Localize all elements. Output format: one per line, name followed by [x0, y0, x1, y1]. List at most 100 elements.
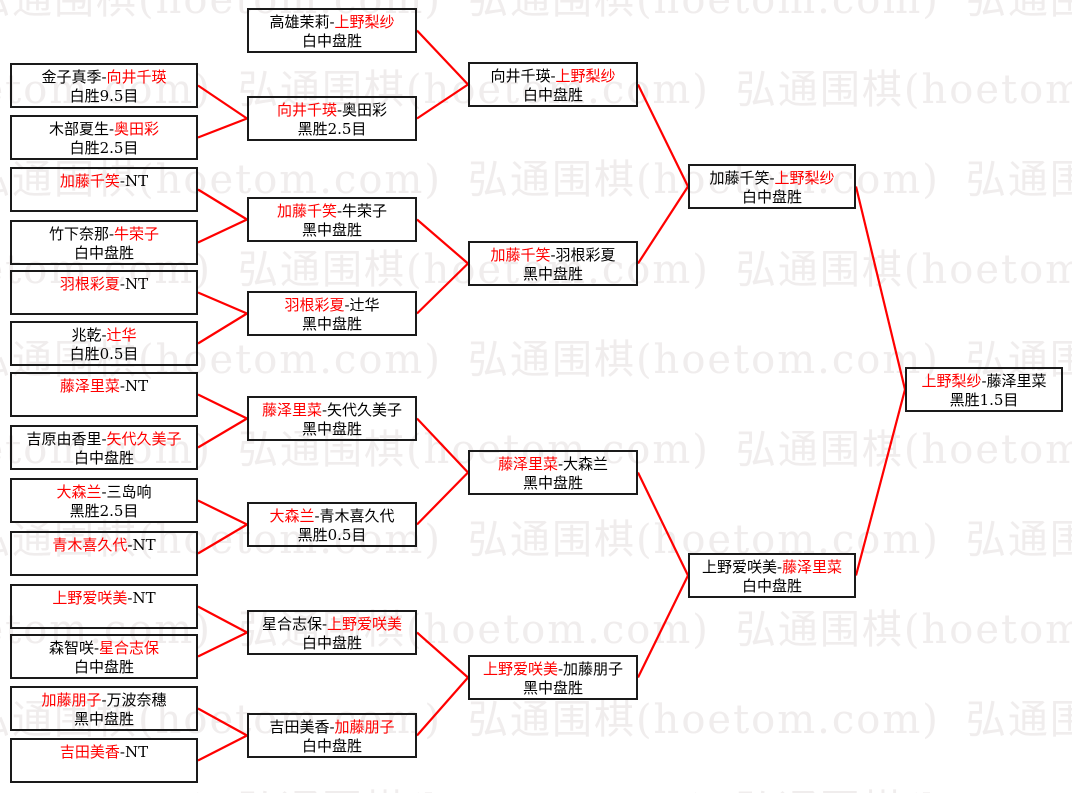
player-right: 上野爱咲美 — [327, 615, 403, 633]
player-left: 上野爱咲美 — [701, 558, 777, 576]
match-players: 木部夏生-奥田彩 — [49, 120, 159, 139]
match-box[interactable]: 吉原由香里-矢代久美子 白中盘胜 — [10, 425, 198, 470]
player-separator: - — [127, 589, 133, 607]
match-result: 白胜0.5目 — [69, 345, 139, 363]
match-players: 加藤千笑-上野梨纱 — [709, 169, 834, 188]
player-left: 木部夏生 — [48, 120, 109, 138]
player-separator: - — [344, 296, 350, 314]
match-box[interactable]: 上野爱咲美-藤泽里菜 白中盘胜 — [688, 553, 856, 598]
match-box[interactable]: 加藤千笑-NT — [10, 167, 198, 212]
match-box[interactable]: 上野爱咲美-NT — [10, 584, 198, 629]
match-players: 上野梨纱-藤泽里菜 — [921, 372, 1046, 391]
match-box[interactable]: 藤泽里菜-大森兰 黑中盘胜 — [468, 450, 638, 495]
player-separator: - — [314, 507, 320, 525]
match-box[interactable]: 加藤朋子-万波奈穗 黑中盘胜 — [10, 686, 198, 731]
match-box[interactable]: 木部夏生-奥田彩 白胜2.5目 — [10, 115, 198, 160]
match-players: 高雄茉莉-上野梨纱 — [269, 13, 394, 32]
player-left: 加藤朋子 — [41, 691, 102, 709]
player-separator: - — [119, 743, 125, 761]
player-right: 奥田彩 — [114, 120, 160, 138]
match-box[interactable]: 高雄茉莉-上野梨纱 白中盘胜 — [247, 8, 417, 53]
player-left: 藤泽里菜 — [261, 401, 322, 419]
match-box[interactable]: 加藤千笑-牛荣子 黑中盘胜 — [247, 197, 417, 242]
player-right: NT — [124, 172, 149, 190]
player-left: 星合志保 — [261, 615, 322, 633]
match-result: 黑中盘胜 — [522, 265, 583, 283]
match-result: 白中盘胜 — [301, 32, 362, 50]
player-separator: - — [101, 430, 107, 448]
match-box[interactable]: 兆乾-辻华 白胜0.5目 — [10, 321, 198, 366]
player-left: 羽根彩夏 — [284, 296, 345, 314]
match-box[interactable]: 加藤千笑-上野梨纱 白中盘胜 — [688, 164, 856, 209]
player-right: 辻华 — [106, 326, 137, 344]
player-right: NT — [132, 589, 156, 607]
player-right: NT — [124, 275, 149, 293]
player-left: 大森兰 — [56, 483, 102, 501]
player-left: 加藤千笑 — [709, 169, 770, 187]
match-box[interactable]: 羽根彩夏-辻华 黑中盘胜 — [247, 291, 417, 336]
player-left: 吉田美香 — [59, 743, 120, 761]
match-box[interactable]: 向井千瑛-上野梨纱 白中盘胜 — [468, 62, 638, 107]
match-box[interactable]: 加藤千笑-羽根彩夏 黑中盘胜 — [468, 241, 638, 286]
player-right: 加藤朋子 — [334, 718, 395, 736]
player-right: 加藤朋子 — [563, 660, 624, 678]
match-box[interactable]: 藤泽里菜-NT — [10, 372, 198, 417]
match-box[interactable]: 青木喜久代-NT — [10, 531, 198, 576]
player-separator: - — [557, 455, 564, 473]
player-right: 上野梨纱 — [334, 13, 395, 31]
player-left: 藤泽里菜 — [497, 455, 558, 473]
match-box[interactable]: 吉田美香-NT — [10, 738, 198, 783]
match-players: 加藤千笑-羽根彩夏 — [490, 246, 615, 265]
player-separator: - — [101, 326, 107, 344]
player-right: 矢代久美子 — [106, 430, 182, 448]
player-right: 万波奈穗 — [106, 691, 167, 709]
match-box[interactable]: 羽根彩夏-NT — [10, 270, 198, 315]
player-left: 森智咲 — [48, 639, 94, 657]
match-players: 加藤千笑-牛荣子 — [277, 202, 387, 221]
match-box[interactable]: 藤泽里菜-矢代久美子 黑中盘胜 — [247, 396, 417, 441]
match-players: 羽根彩夏-辻华 — [284, 296, 379, 315]
match-players: 森智咲-星合志保 — [49, 639, 159, 658]
player-left: 加藤千笑 — [490, 246, 551, 264]
match-result: 白胜2.5目 — [69, 139, 139, 157]
player-left: 兆乾 — [71, 326, 102, 344]
player-left: 向井千瑛 — [490, 67, 551, 85]
player-right: 三岛响 — [106, 483, 152, 501]
player-left: 加藤千笑 — [276, 202, 337, 220]
match-box[interactable]: 上野爱咲美-加藤朋子 黑中盘胜 — [468, 655, 638, 700]
player-left: 向井千瑛 — [276, 101, 337, 119]
player-right: 大森兰 — [563, 455, 609, 473]
player-separator: - — [93, 639, 100, 657]
player-separator: - — [329, 718, 335, 736]
match-box[interactable]: 吉田美香-加藤朋子 白中盘胜 — [247, 713, 417, 758]
player-separator: - — [321, 615, 328, 633]
player-right: 牛荣子 — [114, 225, 160, 243]
player-right: NT — [124, 377, 149, 395]
player-separator: - — [127, 536, 133, 554]
player-right: NT — [132, 536, 156, 554]
player-left: 竹下奈那 — [48, 225, 109, 243]
match-box[interactable]: 大森兰-三岛响 黑胜2.5目 — [10, 478, 198, 523]
match-box[interactable]: 星合志保-上野爱咲美 白中盘胜 — [247, 610, 417, 655]
player-left: 高雄茉莉 — [269, 13, 330, 31]
player-separator: - — [769, 169, 775, 187]
match-result: 黑中盘胜 — [301, 315, 362, 333]
player-right: 向井千瑛 — [106, 68, 167, 86]
player-left: 上野爱咲美 — [482, 660, 558, 678]
match-players: 金子真季-向井千瑛 — [41, 68, 166, 87]
match-players: 向井千瑛-上野梨纱 — [490, 67, 615, 86]
player-separator: - — [557, 660, 564, 678]
match-result: 白胜9.5目 — [69, 87, 139, 105]
match-box[interactable]: 森智咲-星合志保 白中盘胜 — [10, 634, 198, 679]
match-box[interactable]: 金子真季-向井千瑛 白胜9.5目 — [10, 63, 198, 108]
match-box[interactable]: 大森兰-青木喜久代 黑胜0.5目 — [247, 502, 417, 547]
match-box[interactable]: 上野梨纱-藤泽里菜 黑胜1.5目 — [905, 367, 1063, 412]
match-result: 黑中盘胜 — [301, 221, 362, 239]
player-separator: - — [101, 483, 107, 501]
match-box[interactable]: 竹下奈那-牛荣子 白中盘胜 — [10, 220, 198, 265]
match-box[interactable]: 向井千瑛-奥田彩 黑胜2.5目 — [247, 96, 417, 141]
player-separator: - — [119, 377, 125, 395]
match-players: 藤泽里菜-大森兰 — [498, 455, 608, 474]
player-separator: - — [119, 275, 125, 293]
